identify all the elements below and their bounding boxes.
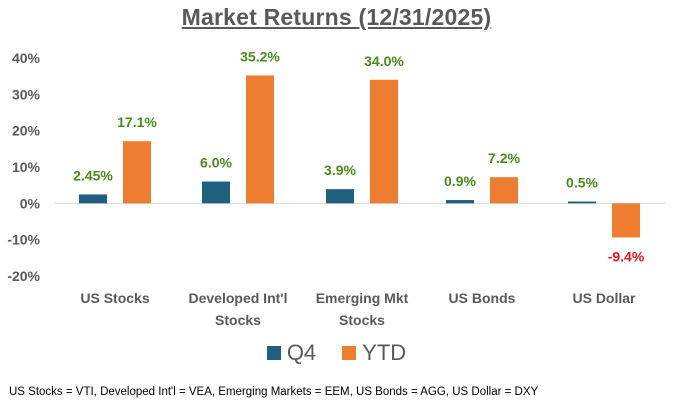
- footnote: US Stocks = VTI, Developed Int'l = VEA, …: [9, 386, 539, 398]
- data-label-ytd: 35.2%: [240, 48, 280, 64]
- data-label-q4: 0.5%: [566, 175, 598, 191]
- legend-label-ytd: YTD: [362, 340, 407, 365]
- data-label-q4: 3.9%: [324, 162, 356, 178]
- y-tick-label: 20%: [12, 123, 41, 139]
- data-label-ytd: 7.2%: [488, 150, 520, 166]
- category-label: US Bonds: [449, 290, 516, 306]
- category-label: Emerging Mkt: [316, 290, 409, 306]
- data-label-q4: 2.45%: [73, 167, 113, 183]
- bar-ytd: [123, 141, 151, 204]
- y-tick-label: 40%: [12, 50, 41, 66]
- y-tick-label: 10%: [12, 159, 41, 175]
- data-label-ytd: 17.1%: [117, 114, 157, 130]
- y-tick-label: -20%: [7, 268, 40, 284]
- bar-q4: [446, 200, 474, 204]
- chart-title: Market Returns (12/31/2025): [181, 4, 492, 30]
- data-label-q4: 6.0%: [200, 155, 232, 171]
- category-label: Stocks: [215, 312, 261, 328]
- data-label-ytd: 34.0%: [364, 53, 404, 69]
- bar-q4: [326, 189, 354, 204]
- y-tick-label: 0%: [20, 195, 41, 211]
- bar-q4: [202, 181, 230, 204]
- legend-item-ytd: YTD: [342, 340, 406, 366]
- data-label-ytd: -9.4%: [608, 248, 645, 264]
- category-label: Stocks: [339, 312, 385, 328]
- bar-ytd: [490, 177, 518, 204]
- bar-ytd: [612, 203, 640, 238]
- category-label: US Stocks: [80, 290, 149, 306]
- bar-ytd: [246, 75, 274, 204]
- category-label: US Dollar: [572, 290, 636, 306]
- legend-swatch-ytd: [342, 346, 357, 360]
- legend: Q4 YTD: [0, 340, 673, 366]
- y-tick-label: -10%: [7, 232, 40, 248]
- bar-ytd: [370, 79, 398, 204]
- legend-swatch-q4: [266, 346, 281, 360]
- bar-q4: [568, 201, 596, 204]
- y-tick-label: 30%: [12, 86, 41, 102]
- data-label-q4: 0.9%: [444, 173, 476, 189]
- legend-label-q4: Q4: [286, 340, 317, 365]
- legend-item-q4: Q4: [266, 340, 317, 366]
- bar-q4: [79, 194, 107, 204]
- category-label: Developed Int'l: [188, 290, 287, 306]
